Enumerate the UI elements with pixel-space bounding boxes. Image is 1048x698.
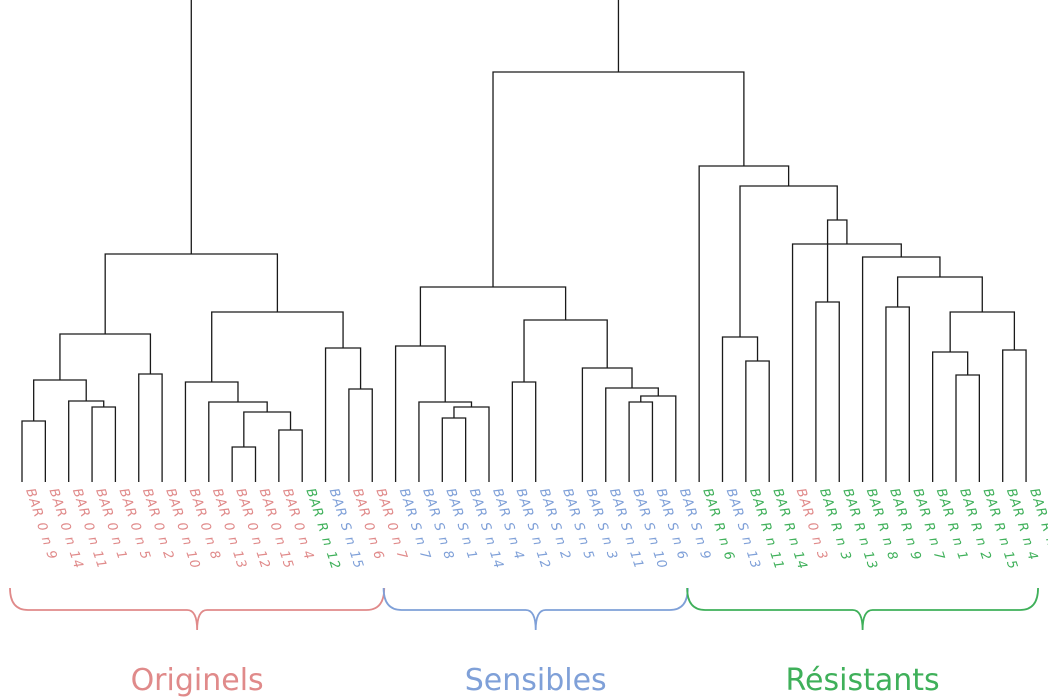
dendrogram-link <box>861 256 941 482</box>
dendrogram-link <box>721 336 759 482</box>
dendrogram-link <box>896 276 983 312</box>
dendrogram-link <box>885 306 910 482</box>
dendrogram-link <box>348 388 373 482</box>
dendrogram-link <box>932 351 969 482</box>
dendrogram-link <box>628 401 654 482</box>
dendrogram-link <box>791 243 902 482</box>
dendrogram-link <box>418 401 473 482</box>
dendrogram-link <box>581 367 633 482</box>
dendrogram-link <box>826 219 848 302</box>
dendrogram-link <box>698 165 790 482</box>
dendrogram-link <box>278 429 303 482</box>
group-brace-sensibles <box>382 587 689 631</box>
dendrogram-link <box>739 185 838 337</box>
dendrogram-link <box>492 71 745 287</box>
dendrogram-link <box>190 0 620 254</box>
dendrogram-link <box>138 373 163 482</box>
dendrogram-link <box>441 417 467 482</box>
dendrogram-link <box>208 401 268 482</box>
dendrogram-link <box>640 395 677 482</box>
dendrogram-link <box>184 381 239 482</box>
dendrogram-link <box>955 374 980 482</box>
dendrogram-link <box>815 301 840 482</box>
group-braces <box>9 587 1039 631</box>
dendrogram-link <box>91 406 117 482</box>
dendrogram-link <box>59 333 152 380</box>
group-brace-originels <box>9 587 386 631</box>
dendrogram-link <box>21 420 46 482</box>
dendrogram-link <box>949 311 1016 352</box>
dendrogram-link <box>419 286 567 346</box>
group-label-resistants: Résistants <box>786 663 940 698</box>
dendrogram-link <box>511 381 537 482</box>
dendrogram-link <box>104 253 279 334</box>
dendrogram-link <box>394 345 446 482</box>
dendrogram-link <box>523 319 608 382</box>
dendrogram-link <box>745 360 770 482</box>
dendrogram-link <box>1002 349 1027 482</box>
dendrogram-links <box>21 0 1027 482</box>
group-label-sensibles: Sensibles <box>465 663 607 698</box>
group-label-originels: Originels <box>131 663 264 698</box>
dendrogram-link <box>211 311 344 382</box>
dendrogram-link <box>231 446 257 482</box>
group-brace-resistants <box>686 587 1039 631</box>
group-labels: Originels Sensibles Résistants <box>131 663 940 698</box>
dendrogram-link <box>324 347 362 482</box>
dendrogram-link <box>68 400 105 482</box>
